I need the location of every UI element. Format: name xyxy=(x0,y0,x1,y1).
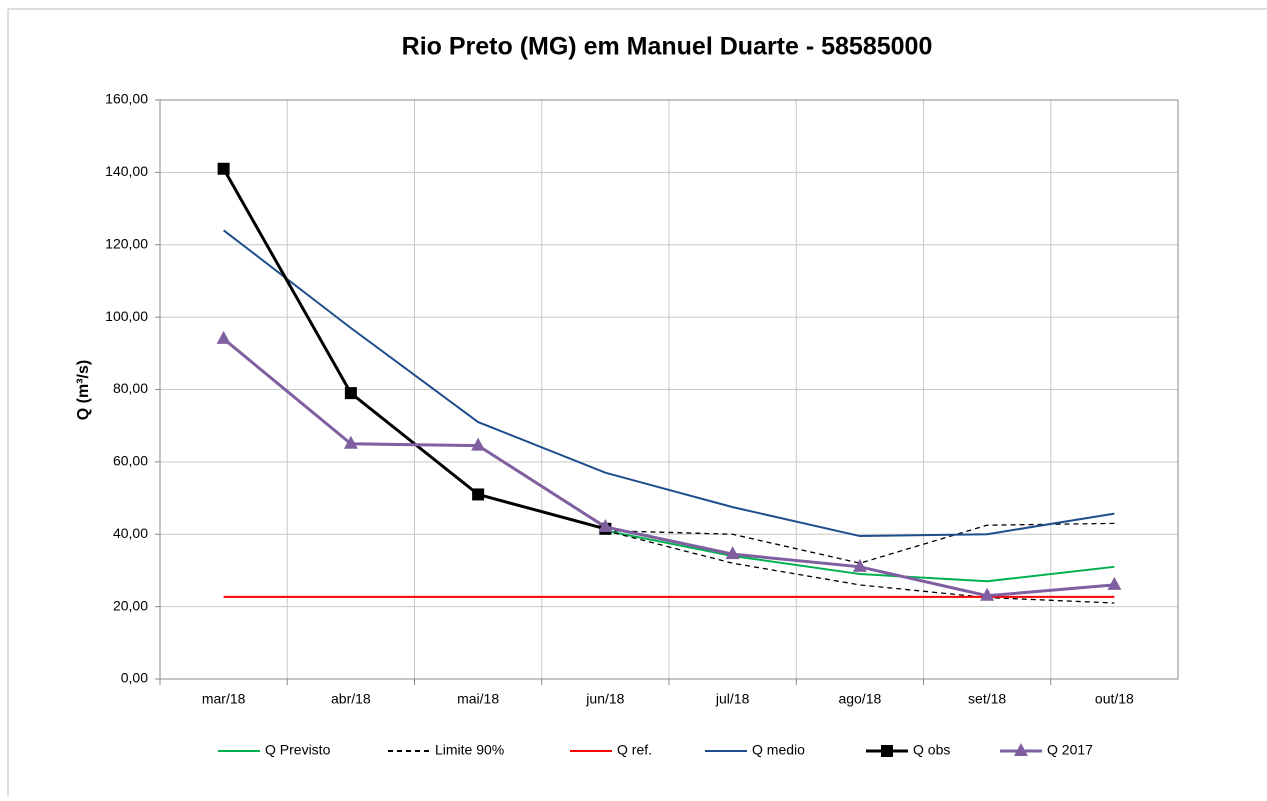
series-marker xyxy=(472,488,485,501)
series-marker xyxy=(852,558,867,572)
y-tick-label: 40,00 xyxy=(113,525,148,541)
y-tick-label: 140,00 xyxy=(105,163,148,179)
series-marker xyxy=(980,587,995,601)
legend-label: Q Previsto xyxy=(265,742,331,758)
legend-label: Q medio xyxy=(752,742,805,758)
series-marker xyxy=(598,519,613,533)
x-tick-label: abr/18 xyxy=(331,691,371,707)
y-tick-label: 80,00 xyxy=(113,380,148,396)
y-axis-label: Q (m³/s) xyxy=(75,360,92,420)
x-tick-label: ago/18 xyxy=(838,691,881,707)
y-tick-label: 60,00 xyxy=(113,453,148,469)
series-line xyxy=(605,529,1115,583)
x-tick-label: mar/18 xyxy=(202,691,246,707)
series-marker xyxy=(344,387,357,400)
legend-label: Q ref. xyxy=(617,742,652,758)
series-line xyxy=(223,229,1115,538)
legend-label: Q 2017 xyxy=(1047,742,1093,758)
legend-marker xyxy=(1014,743,1028,756)
series-marker xyxy=(216,330,231,344)
x-tick-label: set/18 xyxy=(968,691,1006,707)
x-tick-label: mai/18 xyxy=(457,691,499,707)
series-marker xyxy=(1107,576,1122,590)
legend-label: Limite 90% xyxy=(435,742,504,758)
series-line xyxy=(222,337,1115,598)
x-tick-label: jun/18 xyxy=(585,691,624,707)
series-line xyxy=(605,522,1115,564)
y-tick-label: 20,00 xyxy=(113,597,148,613)
x-tick-label: out/18 xyxy=(1095,691,1134,707)
y-tick-label: 0,00 xyxy=(121,670,148,686)
series-marker xyxy=(725,546,740,560)
legend-label: Q obs xyxy=(913,742,950,758)
series-marker xyxy=(217,162,230,175)
series-marker xyxy=(343,435,358,449)
series-marker xyxy=(471,437,486,451)
y-tick-label: 120,00 xyxy=(105,235,148,251)
y-tick-label: 160,00 xyxy=(105,91,148,107)
x-tick-label: jul/18 xyxy=(715,691,750,707)
legend-marker xyxy=(881,745,893,757)
chart-title: Rio Preto (MG) em Manuel Duarte - 585850… xyxy=(402,33,933,61)
y-tick-label: 100,00 xyxy=(105,308,148,324)
